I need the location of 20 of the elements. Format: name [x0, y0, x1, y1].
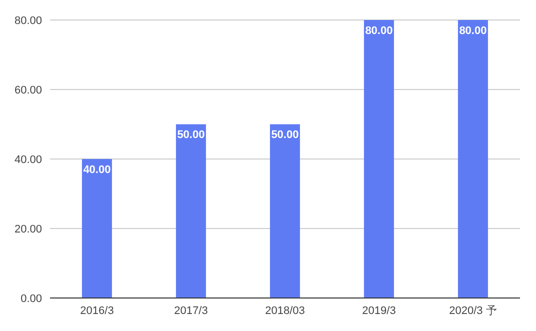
y-tick-label: 0.00 — [20, 292, 42, 305]
data-label: 50.00 — [271, 129, 299, 142]
bar — [270, 124, 300, 298]
y-tick-label: 60.00 — [14, 84, 42, 96]
x-tick-label: 2017/3 — [174, 304, 208, 317]
data-label: 80.00 — [365, 24, 393, 37]
bar — [458, 20, 488, 298]
data-label: 40.00 — [83, 164, 111, 176]
x-tick-label: 2018/03 — [265, 304, 305, 317]
bar — [364, 20, 394, 298]
data-label: 50.00 — [177, 129, 205, 142]
bar — [82, 159, 112, 298]
y-tick-label: 80.00 — [14, 14, 42, 27]
y-tick-label: 40.00 — [14, 154, 42, 166]
x-tick-label: 2020/3 予 — [449, 304, 497, 317]
x-tick-label: 2016/3 — [80, 304, 114, 317]
x-tick-label: 2019/3 — [362, 304, 396, 317]
bar — [176, 124, 206, 298]
y-tick-label: 20.00 — [14, 223, 42, 236]
data-label: 80.00 — [459, 24, 487, 37]
